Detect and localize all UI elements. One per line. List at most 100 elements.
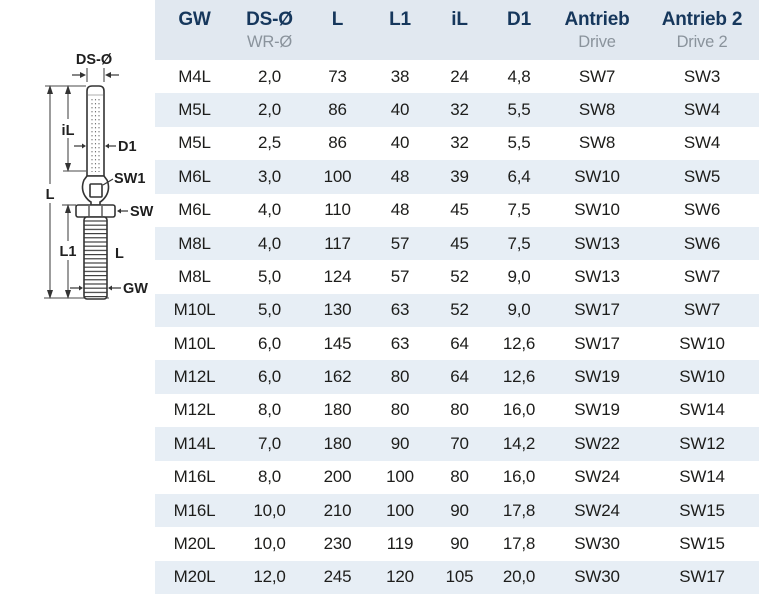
- cell: 73: [328, 66, 347, 86]
- cell: 64: [450, 333, 469, 353]
- cell: 6,0: [257, 367, 282, 387]
- cell: 110: [324, 200, 351, 220]
- cell: M12L: [173, 367, 216, 387]
- cell: M5L: [178, 133, 211, 153]
- hex-nut: SW: [75, 204, 154, 220]
- cell: 64: [450, 367, 469, 387]
- cell: SW24: [574, 500, 620, 520]
- cell: SW3: [683, 66, 721, 86]
- dim-label-sw1: SW1: [114, 171, 145, 187]
- dim-label-il: iL: [62, 123, 75, 139]
- col-header-label: GW: [178, 9, 211, 30]
- cell: 12,0: [253, 567, 286, 587]
- col-header-7: Antrieb 2 Drive 2: [645, 0, 759, 60]
- cell: M8L: [178, 266, 211, 286]
- cell: 20,0: [502, 567, 536, 587]
- cell: SW15: [679, 533, 725, 553]
- cell: 16,0: [502, 467, 536, 487]
- col-header-label: D1: [507, 9, 531, 30]
- cell: 6,0: [257, 333, 282, 353]
- cell: SW22: [574, 433, 620, 453]
- bore-dots: [91, 99, 100, 172]
- cell: 145: [323, 333, 352, 353]
- cell: SW17: [574, 300, 620, 320]
- cell: 45: [450, 233, 469, 253]
- table-row: M20L 12,0 245 120 105 20,0 SW30 SW17: [155, 560, 759, 594]
- cell: M6L: [178, 166, 211, 186]
- cell: 17,8: [502, 533, 536, 553]
- col-header-sublabel: [305, 33, 370, 52]
- cell: 162: [323, 367, 352, 387]
- table-row: M8L 5,0 124 57 52 9,0 SW13 SW7: [155, 260, 759, 294]
- cell: 10,0: [253, 500, 286, 520]
- threaded-rod: L: [83, 216, 124, 300]
- cell: SW6: [683, 233, 721, 253]
- cell: 63: [390, 333, 410, 353]
- cell: 130: [323, 300, 352, 320]
- cell: 100: [323, 166, 352, 186]
- cell: 120: [386, 567, 414, 587]
- cell: SW8: [578, 100, 616, 120]
- cell: SW7: [578, 66, 616, 86]
- col-header-sublabel: [370, 33, 430, 52]
- cell: 48: [390, 200, 410, 220]
- cell: 32: [450, 133, 469, 153]
- table-row: M12L 8,0 180 80 80 16,0 SW19 SW14: [155, 393, 759, 428]
- cell: SW5: [683, 166, 721, 186]
- cell: 180: [323, 400, 352, 420]
- cell: 230: [323, 533, 352, 553]
- header-row: GW DS-Ø WR-Ø L L1 iL D1 Antrieb Drive Antrieb 2 Dr…: [155, 0, 759, 60]
- col-header-sublabel: WR-Ø: [246, 33, 293, 52]
- col-header-label: iL: [451, 9, 468, 30]
- cell: 5,0: [257, 266, 282, 286]
- cell: 2,0: [257, 100, 282, 120]
- cell: 4,8: [507, 66, 531, 86]
- cell: SW30: [574, 533, 620, 553]
- table-row: M8L 4,0 117 57 45 7,5 SW13 SW6: [155, 226, 759, 261]
- col-header-sublabel: Drive: [578, 33, 616, 52]
- cell: 86: [328, 133, 347, 153]
- cell: 100: [386, 500, 414, 520]
- wrench-flat-body: SW1: [81, 171, 145, 206]
- col-header-sublabel: Drive 2: [676, 33, 728, 52]
- dim-ds-diameter: DS-Ø: [72, 52, 119, 82]
- col-header-3: L1: [370, 0, 430, 60]
- cell: M8L: [178, 233, 211, 253]
- cell: 180: [323, 433, 352, 453]
- cell: M20L: [173, 533, 216, 553]
- cell: M20L: [173, 567, 216, 587]
- cell: 90: [450, 500, 469, 520]
- cell: M10L: [173, 333, 216, 353]
- col-header-label: DS-Ø: [246, 9, 293, 30]
- cell: 90: [450, 533, 469, 553]
- cell: 80: [450, 400, 469, 420]
- cell: 80: [450, 467, 469, 487]
- spec-table: GW DS-Ø WR-Ø L L1 iL D1 Antrieb Drive Antrieb 2 Dr…: [155, 0, 759, 594]
- cell: 48: [390, 166, 410, 186]
- cell: 86: [328, 100, 347, 120]
- col-header-4: iL: [430, 0, 489, 60]
- cell: SW15: [679, 500, 725, 520]
- cell: SW10: [679, 367, 725, 387]
- col-header-0: GW: [155, 0, 234, 60]
- cell: 210: [323, 500, 352, 520]
- cell: 45: [450, 200, 469, 220]
- cell: M14L: [173, 433, 216, 453]
- cell: 2,5: [257, 133, 282, 153]
- cell: 5,0: [257, 300, 282, 320]
- cell: 4,0: [257, 200, 282, 220]
- col-header-label: Antrieb 2: [661, 9, 743, 30]
- cell: 52: [450, 300, 469, 320]
- col-header-sublabel: [155, 33, 234, 52]
- col-header-label: L1: [389, 9, 411, 30]
- dim-inner-length: iL: [58, 85, 79, 172]
- cell: SW24: [574, 467, 620, 487]
- cell: 5,5: [507, 100, 531, 120]
- cell: 5,5: [507, 133, 531, 153]
- swage-tube: [86, 85, 105, 177]
- cell: SW6: [683, 200, 721, 220]
- cell: SW10: [679, 333, 725, 353]
- dim-label-thread-l: L: [115, 246, 124, 262]
- cell: SW12: [679, 433, 725, 453]
- cell: SW30: [574, 567, 620, 587]
